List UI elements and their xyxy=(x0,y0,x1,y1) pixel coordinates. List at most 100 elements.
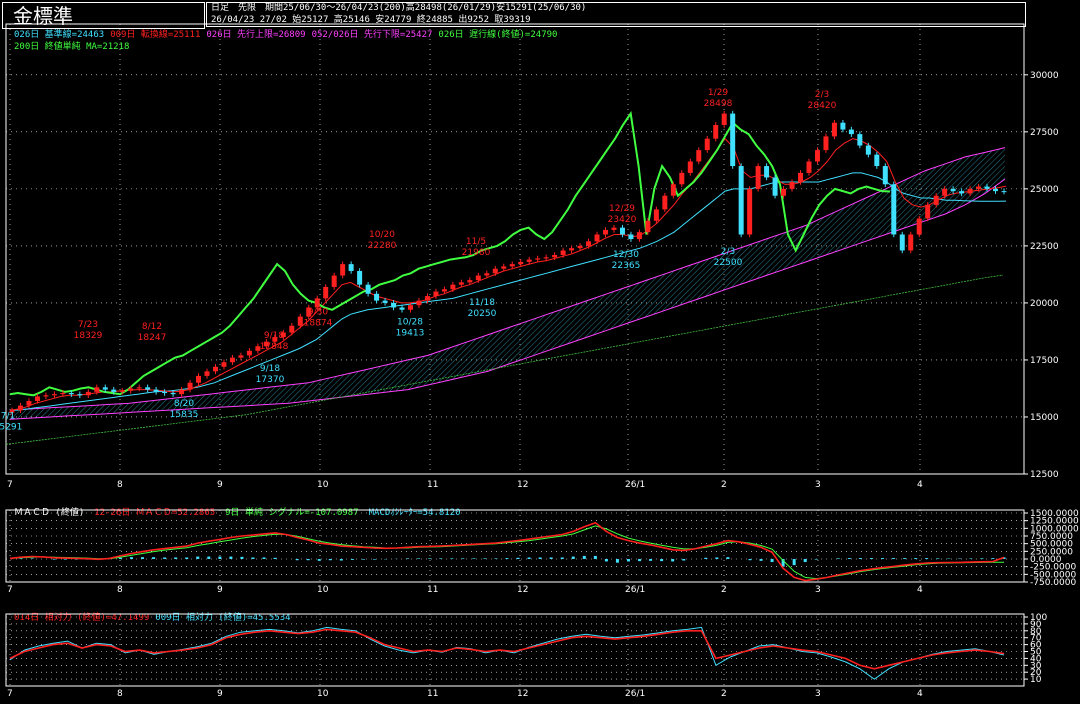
candle-body xyxy=(747,188,753,235)
candle-body xyxy=(984,186,990,189)
candle-body xyxy=(755,166,761,189)
candle-body xyxy=(738,166,744,235)
x-tick-label: 8 xyxy=(117,585,123,595)
candle-body xyxy=(43,395,49,397)
x-tick-label: 12 xyxy=(517,480,528,490)
candle-body xyxy=(670,184,676,196)
x-tick-label: 11 xyxy=(427,689,438,699)
candle-body xyxy=(492,268,498,274)
senkou-span-a-line xyxy=(9,147,1006,411)
annotation-value: 23420 xyxy=(608,215,637,225)
x-tick-label: 3 xyxy=(815,480,821,490)
x-tick-label: 3 xyxy=(815,585,821,595)
candle-body xyxy=(424,296,430,301)
x-tick-label: 11 xyxy=(427,480,438,490)
y-tick-label: 27500 xyxy=(1030,128,1059,138)
x-tick-label: 8 xyxy=(117,689,123,699)
annotation-date: 12/30 xyxy=(613,250,639,260)
legend-entry: 026日 先行上限=26809 xyxy=(206,30,306,40)
ma200-line xyxy=(5,274,1004,445)
period-info-line: 日足 先限 期間25/06/30〜26/04/23(200)高28498(26/… xyxy=(211,3,587,13)
annotation-value: 22365 xyxy=(612,261,641,271)
kijun-line xyxy=(9,172,1007,411)
x-tick-label: 2 xyxy=(721,689,727,699)
candle-body xyxy=(848,129,854,135)
y-tick-label: 80 xyxy=(1030,627,1042,637)
candle-body xyxy=(891,184,897,235)
candle-body xyxy=(908,234,914,251)
annotation-value: 15291 xyxy=(0,422,22,432)
y-tick-label: 20 xyxy=(1030,668,1042,678)
candle-body xyxy=(204,371,210,376)
x-tick-label: 8 xyxy=(117,480,123,490)
candle-body xyxy=(484,273,490,276)
legend-entry: 200日 終値単純 MA=21218 xyxy=(14,42,130,52)
annotation-value: 18874 xyxy=(304,319,333,329)
candle-body xyxy=(730,113,736,167)
x-tick-label: 26/1 xyxy=(625,480,645,490)
y-tick-label: 22500 xyxy=(1030,242,1059,252)
candle-body xyxy=(365,284,371,294)
candle-body xyxy=(577,245,583,249)
annotation-value: 17370 xyxy=(256,375,285,385)
annotation-date: 10/28 xyxy=(397,317,423,327)
legend-entry: 052/026日 先行下限=25427 xyxy=(311,30,433,40)
candle-body xyxy=(128,388,134,391)
candle-body xyxy=(857,134,863,146)
candle-body xyxy=(687,161,693,173)
annotation-value: 28498 xyxy=(704,99,733,109)
x-tick-label: 4 xyxy=(917,689,923,699)
candle-body xyxy=(212,366,218,372)
candle-body xyxy=(560,250,566,256)
candle-body xyxy=(26,401,32,406)
candle-body xyxy=(789,182,795,189)
candle-body xyxy=(94,387,100,392)
x-tick-label: 12 xyxy=(517,689,528,699)
x-tick-label: 2 xyxy=(721,480,727,490)
y-tick-label: 250.0000 xyxy=(1030,547,1073,557)
annotation-date: 11/5 xyxy=(466,237,486,247)
candle-body xyxy=(721,113,727,125)
candle-body xyxy=(60,393,66,395)
x-tick-label: 11 xyxy=(427,585,438,595)
legend-entry: 009日 相対力 (終値)=45.5534 xyxy=(155,613,291,623)
y-tick-label: 90 xyxy=(1030,620,1042,630)
candle-body xyxy=(374,293,380,301)
rsi14-line xyxy=(9,628,1005,670)
candle-body xyxy=(840,122,846,130)
annotation-date: 11/18 xyxy=(469,298,495,308)
candle-body xyxy=(696,150,702,162)
candle-body xyxy=(280,332,286,338)
candle-body xyxy=(814,150,820,162)
candle-body xyxy=(611,227,617,230)
period-info-box: 日足 先限 期間25/06/30〜26/04/23(200)高28498(26/… xyxy=(206,2,1026,27)
candle-body xyxy=(764,166,770,178)
annotation-date: 10/20 xyxy=(369,230,395,240)
x-tick-label: 10 xyxy=(317,585,329,595)
y-tick-label: 17500 xyxy=(1030,356,1059,366)
candle-body xyxy=(950,188,956,192)
candle-body xyxy=(662,195,668,210)
candle-body xyxy=(535,258,541,260)
x-tick-label: 7 xyxy=(7,585,13,595)
x-tick-label: 9 xyxy=(217,585,223,595)
candle-body xyxy=(458,282,464,285)
y-tick-label: 60 xyxy=(1030,641,1042,651)
chikou-line xyxy=(9,110,891,397)
candle-body xyxy=(297,316,303,326)
annotation-value: 18329 xyxy=(74,331,103,341)
candle-body xyxy=(416,300,422,306)
candle-body xyxy=(552,255,558,258)
y-tick-label: 500.0000 xyxy=(1030,540,1073,550)
senkou-span-b-line xyxy=(9,178,1006,420)
candle-body xyxy=(399,307,405,310)
y-tick-label: -500.0000 xyxy=(1030,570,1076,580)
candle-body xyxy=(145,387,151,390)
candle-body xyxy=(942,188,948,196)
annotation-value: 28420 xyxy=(808,101,837,111)
candle-body xyxy=(221,362,227,367)
annotation-date: 9/18 xyxy=(264,331,284,341)
annotation-value: 15835 xyxy=(170,410,199,420)
legend-entry: ＭＡＣＤ (終値) xyxy=(14,508,85,518)
candle-body xyxy=(865,145,871,155)
